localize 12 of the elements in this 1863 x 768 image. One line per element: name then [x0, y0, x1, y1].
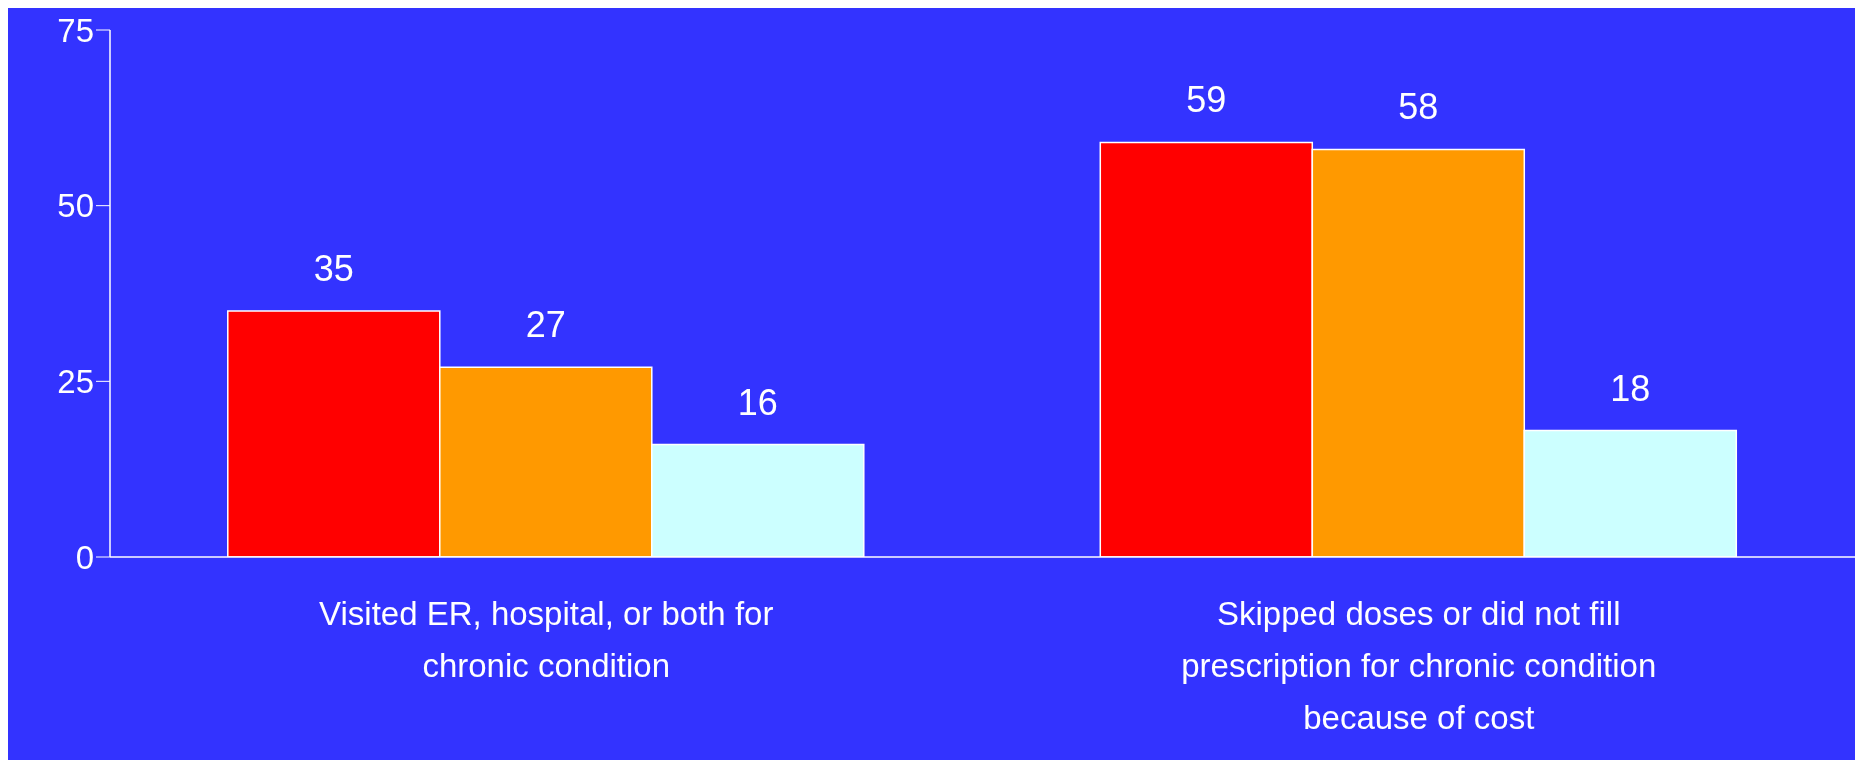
data-label: 35: [313, 248, 354, 290]
y-tick-label: 75: [57, 11, 94, 49]
x-tick-label: Visited ER, hospital, or both for chronic condition: [319, 595, 774, 684]
y-tick-label: 25: [57, 363, 94, 401]
data-label: 16: [737, 381, 778, 423]
x-tick-label: Skipped doses or did not fill prescription for chronic condition because of cost: [1181, 595, 1657, 736]
y-tick-label: 0: [75, 538, 94, 576]
y-tick-label: 50: [57, 187, 94, 225]
data-label: 18: [1610, 367, 1651, 409]
data-label: 58: [1398, 86, 1439, 128]
data-label: 27: [525, 304, 566, 346]
data-label: 59: [1186, 79, 1227, 121]
